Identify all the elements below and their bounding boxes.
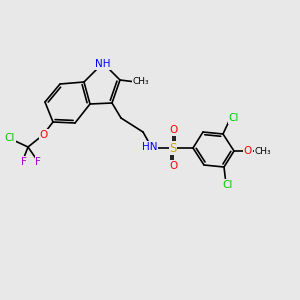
Text: NH: NH xyxy=(95,59,111,69)
Text: F: F xyxy=(35,157,41,167)
Text: O: O xyxy=(170,161,178,171)
Text: O: O xyxy=(244,146,252,156)
Text: S: S xyxy=(169,142,177,154)
Text: Cl: Cl xyxy=(229,113,239,123)
Text: CH₃: CH₃ xyxy=(255,146,271,155)
Text: Cl: Cl xyxy=(223,180,233,190)
Text: Cl: Cl xyxy=(5,133,15,143)
Text: O: O xyxy=(40,130,48,140)
Text: CH₃: CH₃ xyxy=(133,76,149,85)
Text: O: O xyxy=(170,125,178,135)
Text: F: F xyxy=(21,157,27,167)
Text: HN: HN xyxy=(142,142,158,152)
